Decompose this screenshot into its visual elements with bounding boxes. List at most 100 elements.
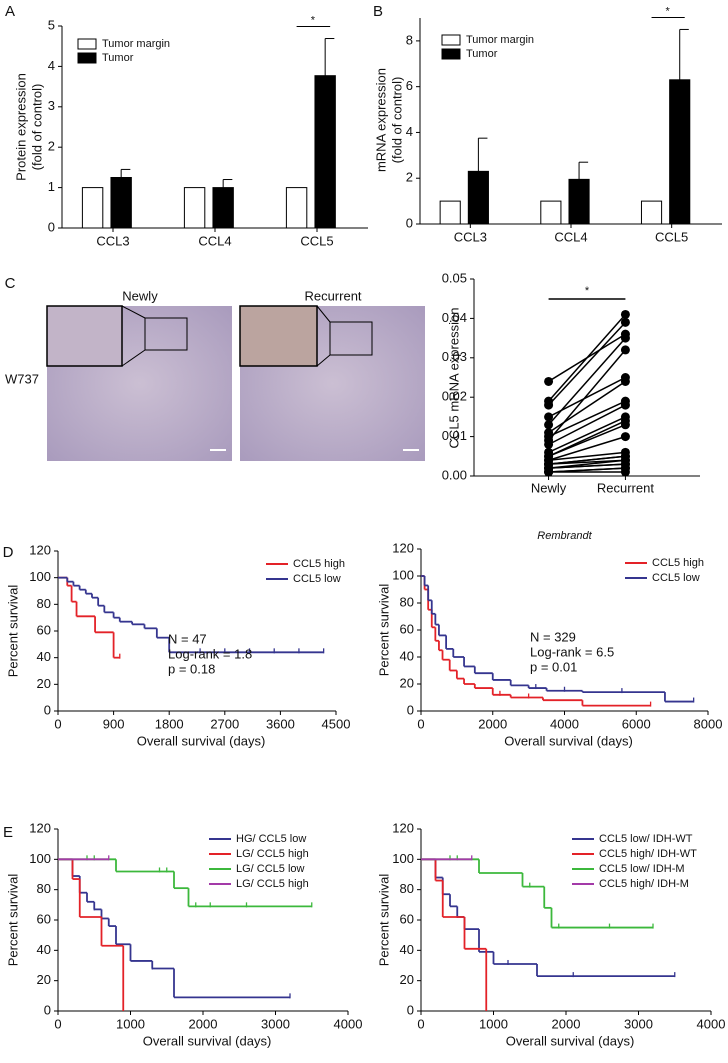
- x-tick-label: 2000: [478, 716, 507, 731]
- histology: [46, 305, 425, 461]
- y-tick-label: 20: [400, 972, 414, 987]
- panel-label: A: [5, 3, 15, 20]
- y-tick-label: 0: [407, 1002, 414, 1017]
- y-axis-label: CCL5 mRNA expression: [446, 308, 461, 449]
- point: [620, 420, 630, 430]
- y-tick-label: 2: [48, 139, 55, 154]
- annotation: Log-rank = 1.8: [168, 646, 252, 661]
- x-tick-label: 3600: [266, 716, 295, 731]
- legend-label: CCL5 low: [293, 573, 341, 585]
- x-tick-label: 1800: [155, 716, 184, 731]
- y-tick-label: 60: [400, 621, 414, 636]
- inset-box: [144, 317, 188, 351]
- legend-label: LG/ CCL5 low: [236, 863, 305, 875]
- x-tick-label: CCL3: [96, 233, 129, 248]
- panel-label: C: [5, 275, 16, 292]
- x-tick-label: CCL5: [655, 229, 688, 244]
- y-tick-label: 4: [406, 124, 413, 139]
- y-tick-label: 60: [37, 622, 51, 637]
- x-tick-label: 1000: [479, 1016, 508, 1031]
- x-tick-label: 4000: [550, 716, 579, 731]
- bar: [81, 187, 104, 229]
- x-tick-label: 1000: [116, 1016, 145, 1031]
- bar: [285, 187, 308, 229]
- point: [620, 376, 630, 386]
- legend-label: LG/ CCL5 high: [236, 878, 309, 890]
- y-tick-label: 3: [48, 98, 55, 113]
- x-tick-label: CCL5: [300, 233, 333, 248]
- survival-curve: [421, 855, 654, 929]
- survival-curve: [421, 575, 695, 703]
- chart-title: Rembrandt: [537, 530, 592, 542]
- y-tick-label: 8: [406, 32, 413, 47]
- x-tick-label: 8000: [694, 716, 723, 731]
- point: [544, 400, 554, 410]
- pair-line: [548, 416, 626, 454]
- legend-label: CCL5 low/ IDH-M: [599, 863, 685, 875]
- survival-curve: [421, 858, 488, 1011]
- survival-curve: [421, 855, 473, 861]
- panel-label: B: [373, 3, 383, 20]
- y-tick-label: 0.05: [442, 270, 467, 285]
- survival-curve: [421, 575, 652, 707]
- annotation: p = 0.01: [530, 659, 577, 674]
- bar: [212, 187, 234, 229]
- x-axis-label: Overall survival (days): [137, 733, 266, 748]
- x-tick-label: CCL3: [454, 229, 487, 244]
- x-tick-label: CCL4: [198, 233, 231, 248]
- bar: [183, 187, 206, 229]
- legend-label: CCL5 high: [293, 558, 345, 570]
- point: [620, 317, 630, 327]
- point: [620, 432, 630, 442]
- x-tick-label: 4500: [322, 716, 351, 731]
- annotation: N = 47: [168, 631, 207, 646]
- pair-line: [548, 451, 626, 461]
- x-tick-label: 4000: [334, 1016, 363, 1031]
- y-tick-label: 20: [400, 675, 414, 690]
- bar: [640, 200, 663, 225]
- y-tick-label: 80: [37, 596, 51, 611]
- legend-label: CCL5 high/ IDH-M: [599, 878, 689, 890]
- point: [620, 333, 630, 343]
- x-tick-label: 6000: [622, 716, 651, 731]
- x-tick-label: 3000: [624, 1016, 653, 1031]
- x-tick-label: 0: [54, 716, 61, 731]
- legend-label: CCL5 high: [652, 557, 704, 569]
- legend-swatch: [77, 38, 97, 50]
- pair-line: [548, 404, 626, 446]
- y-axis-label: (fold of control): [389, 77, 404, 164]
- inset-link: [316, 305, 331, 323]
- y-tick-label: 80: [400, 594, 414, 609]
- x-tick-label: 0: [417, 716, 424, 731]
- y-tick-label: 40: [37, 649, 51, 664]
- annotation: N = 329: [530, 629, 576, 644]
- x-tick-label: 2000: [552, 1016, 581, 1031]
- bar: [314, 75, 336, 229]
- x-tick-label: Recurrent: [597, 480, 654, 495]
- pair-line: [548, 400, 626, 438]
- legend-label: CCL5 low/ IDH-WT: [599, 833, 693, 845]
- inset-box: [329, 321, 373, 356]
- survival-curve: [58, 576, 325, 654]
- y-tick-label: 0: [407, 702, 414, 717]
- x-tick-label: 2700: [210, 716, 239, 731]
- x-tick-label: 3000: [261, 1016, 290, 1031]
- y-tick-label: 80: [37, 881, 51, 896]
- legend-label: Tumor: [466, 48, 498, 60]
- inset-link: [121, 349, 146, 367]
- pair-line: [548, 463, 626, 469]
- point: [620, 400, 630, 410]
- bar: [669, 79, 691, 225]
- y-tick-label: 100: [29, 851, 51, 866]
- legend-swatch: [77, 52, 97, 64]
- x-axis-label: Overall survival (days): [506, 1033, 635, 1048]
- panel-label: D: [3, 544, 14, 561]
- point: [544, 376, 554, 386]
- significance: *: [311, 14, 316, 26]
- x-tick-label: 0: [54, 1016, 61, 1031]
- y-tick-label: 0.02: [442, 389, 467, 404]
- x-tick-label: CCL4: [554, 229, 587, 244]
- legend-label: LG/ CCL5 high: [236, 848, 309, 860]
- legend-swatch: [441, 34, 461, 46]
- pair-line: [548, 424, 626, 457]
